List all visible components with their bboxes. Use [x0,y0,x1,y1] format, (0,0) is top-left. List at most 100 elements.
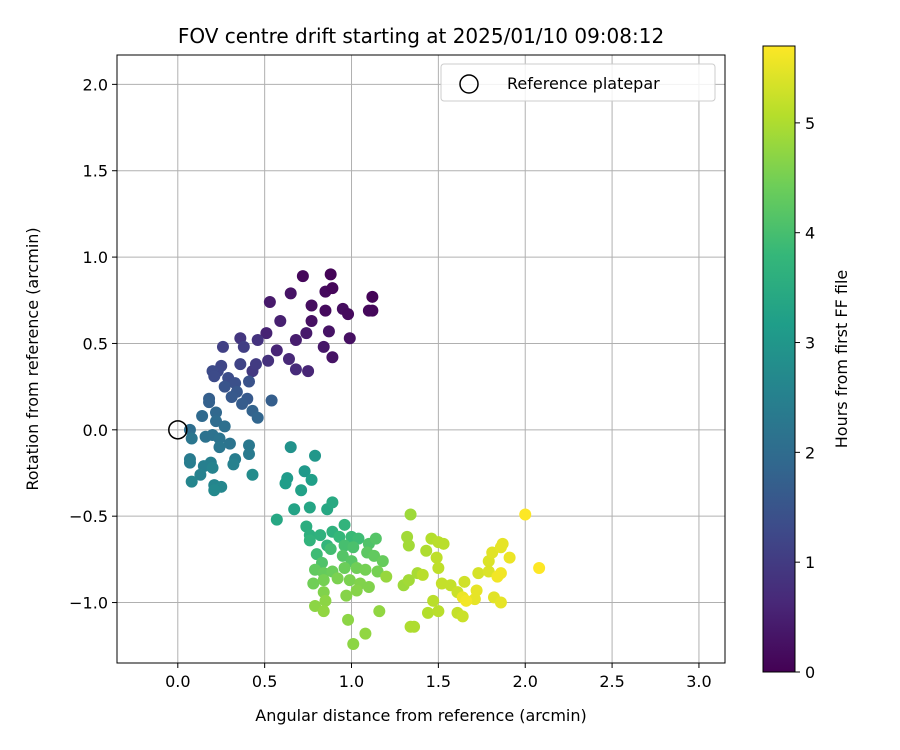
data-point [347,541,360,554]
data-point [338,562,351,574]
data-point [295,484,308,497]
data-point [317,340,330,353]
data-point [491,570,504,583]
data-point [427,594,440,607]
data-point [296,270,309,283]
data-point [421,606,434,619]
data-point [432,562,445,574]
data-point [208,484,221,497]
data-point [263,296,276,308]
x-tick-label: 1.5 [426,672,451,691]
data-point [243,439,256,452]
data-point [309,449,322,462]
data-point [326,496,339,509]
data-point [236,397,249,410]
data-point [284,287,297,300]
legend-box [440,63,716,102]
y-tick-label: 1.0 [83,248,108,267]
data-point [352,532,365,545]
data-point [326,351,339,364]
data-point [324,543,337,555]
data-point [317,574,330,587]
data-point [430,551,443,564]
data-point [404,508,417,521]
data-point [347,638,360,650]
data-point [246,468,259,481]
y-tick-label: 2.0 [83,75,108,94]
data-point [262,354,275,367]
colorbar-tick-label: 2 [805,443,815,462]
data-point [251,411,264,424]
data-point [210,415,223,428]
data-point [305,315,318,327]
data-point [185,475,198,488]
y-tick-label: 0.0 [83,421,108,440]
data-point [456,610,469,623]
y-tick-label: 1.5 [83,162,108,181]
colorbar-tick-label: 0 [805,663,815,682]
data-point [265,394,278,407]
data-point [319,304,332,317]
data-point [213,441,226,454]
data-point [496,537,509,550]
data-point [371,565,384,578]
x-axis-label: Angular distance from reference (arcmin) [255,706,586,725]
y-axis-label: Rotation from reference (arcmin) [23,227,42,490]
data-point [251,334,264,346]
data-point [270,513,283,526]
data-point [519,508,532,521]
data-point [314,529,327,542]
data-point [243,375,256,388]
data-point [494,596,507,609]
data-point [366,290,379,303]
data-point [288,503,301,516]
data-point [300,327,313,340]
data-point [470,584,483,597]
data-point [380,570,393,583]
data-point [237,340,250,353]
data-point [243,448,256,460]
data-point [305,299,318,312]
data-point [486,546,499,559]
data-point [302,365,315,378]
data-point [303,534,316,547]
data-point [305,473,318,486]
y-tick-label: 0.5 [83,334,108,353]
data-point [319,594,332,607]
colorbar-tick-label: 3 [805,334,815,353]
data-point [420,544,433,557]
data-point [359,563,372,576]
data-point [368,549,381,562]
data-point [322,325,335,338]
data-point [340,589,353,602]
data-point [359,627,372,640]
data-point [342,613,355,626]
data-point [402,574,415,587]
data-point [362,304,375,317]
data-point [482,565,495,578]
data-point [317,605,330,618]
data-point [208,370,221,383]
data-point [309,600,322,612]
data-point [472,567,485,580]
data-point [432,605,445,618]
data-point [298,465,311,478]
x-tick-label: 0.5 [252,672,277,691]
data-point [373,605,386,618]
data-point [213,432,226,445]
legend-entry-reference: Reference platepar [507,74,660,93]
data-point [307,577,320,590]
data-point [227,458,240,471]
grid-lines [117,55,725,663]
data-point [342,308,355,321]
data-point [284,441,297,454]
data-point [460,594,473,607]
legend-reference-marker [459,74,479,94]
y-tick-label: −1.0 [69,594,108,613]
data-point [343,332,356,345]
data-point [185,432,198,445]
data-point [326,282,339,295]
data-point [402,539,415,552]
